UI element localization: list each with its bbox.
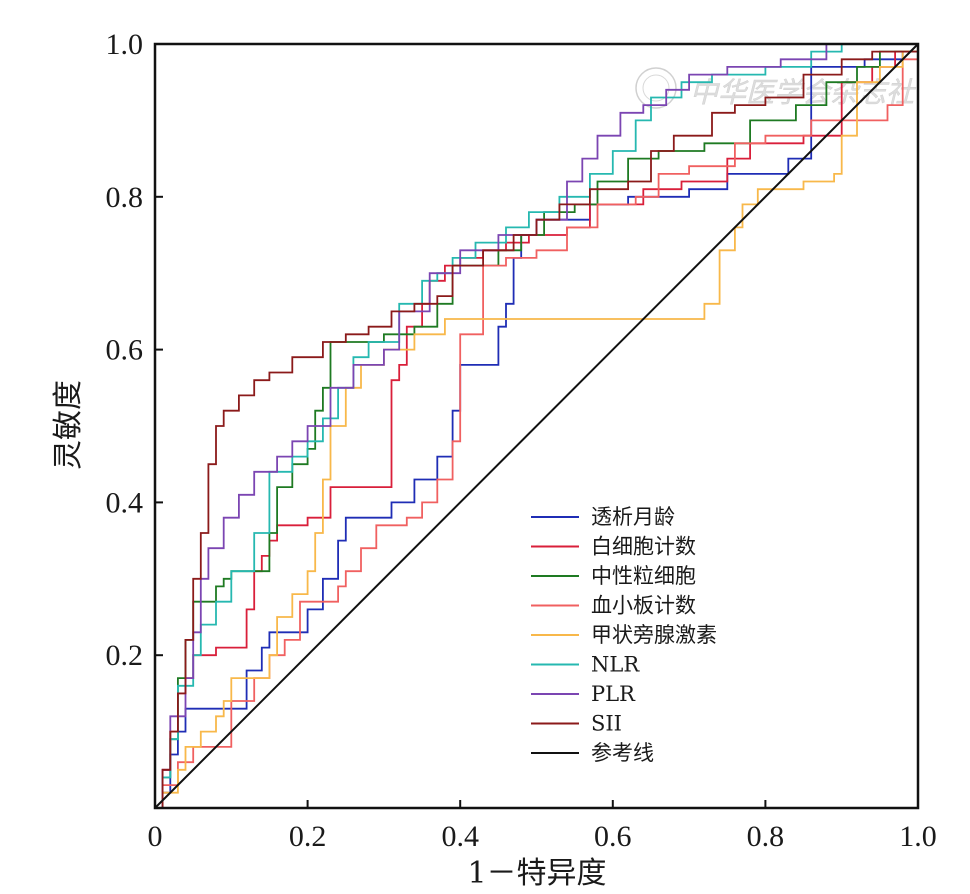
legend-item-6: NLR: [531, 653, 640, 677]
x-tick-label-4: 0.6: [594, 820, 632, 853]
y-tick-label-2: 0.4: [106, 486, 144, 519]
legend-label-1: 透析月龄: [591, 505, 675, 529]
legend-label-6: NLR: [591, 653, 640, 677]
x-tick-label-5: 0.8: [747, 820, 785, 853]
axis-ticks: 0 0.2 0.4 0.6 0.8 1.0 0.2 0.4 0.6 0.8 1.0: [106, 28, 937, 853]
legend-label-2: 白细胞计数: [591, 535, 696, 559]
series-line-4: [155, 44, 919, 809]
legend-item-3: 中性粒细胞: [531, 564, 696, 588]
legend-label-9: 参考线: [591, 741, 654, 765]
series-layer: [154, 43, 919, 809]
x-axis-title: 1－特异度: [467, 856, 606, 891]
series-line-7: [155, 43, 918, 809]
x-tick-label-6: 1.0: [899, 820, 937, 853]
y-tick-label-5: 1.0: [106, 28, 144, 61]
plot-frame: [153, 42, 920, 810]
y-tick-label-1: 0.2: [106, 639, 144, 672]
y-tick-label-3: 0.6: [106, 334, 144, 367]
legend-label-7: PLR: [591, 682, 636, 706]
legend-label-5: 甲状旁腺激素: [591, 623, 717, 647]
legend-item-1: 透析月龄: [531, 505, 675, 529]
legend-item-7: PLR: [531, 682, 636, 706]
series-line-2: [155, 44, 919, 809]
legend-label-8: SII: [591, 712, 622, 736]
series-line-9: [154, 43, 919, 809]
legend-item-8: SII: [531, 712, 622, 736]
legend-item-2: 白细胞计数: [531, 535, 696, 559]
legend-item-9: 参考线: [531, 741, 654, 765]
series-line-8: [155, 44, 919, 809]
x-tick-label-1: 0: [148, 820, 163, 853]
x-tick-label-2: 0.2: [289, 820, 327, 853]
y-tick-label-4: 0.8: [106, 181, 144, 214]
legend-label-3: 中性粒细胞: [591, 564, 696, 588]
x-tick-label-3: 0.4: [441, 820, 479, 853]
legend-item-5: 甲状旁腺激素: [531, 623, 717, 647]
series-line-1: [155, 44, 919, 809]
series-line-5: [155, 44, 919, 809]
legend-item-4: 血小板计数: [531, 594, 696, 618]
y-axis-title: 灵敏度: [51, 380, 86, 470]
series-line-6: [155, 43, 918, 809]
legend-label-4: 血小板计数: [591, 594, 696, 618]
